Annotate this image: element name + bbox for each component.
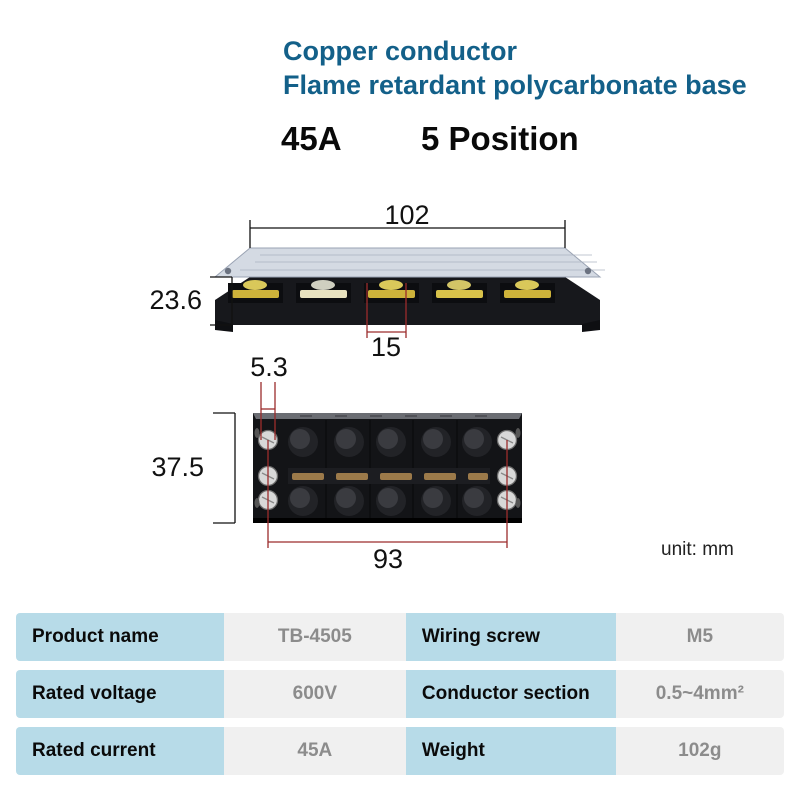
svg-text:93: 93 xyxy=(373,544,403,574)
svg-text:37.5: 37.5 xyxy=(151,452,204,482)
svg-text:23.6: 23.6 xyxy=(149,285,202,315)
svg-text:102: 102 xyxy=(384,200,429,230)
svg-text:5.3: 5.3 xyxy=(250,352,288,382)
svg-text:15: 15 xyxy=(371,332,401,362)
